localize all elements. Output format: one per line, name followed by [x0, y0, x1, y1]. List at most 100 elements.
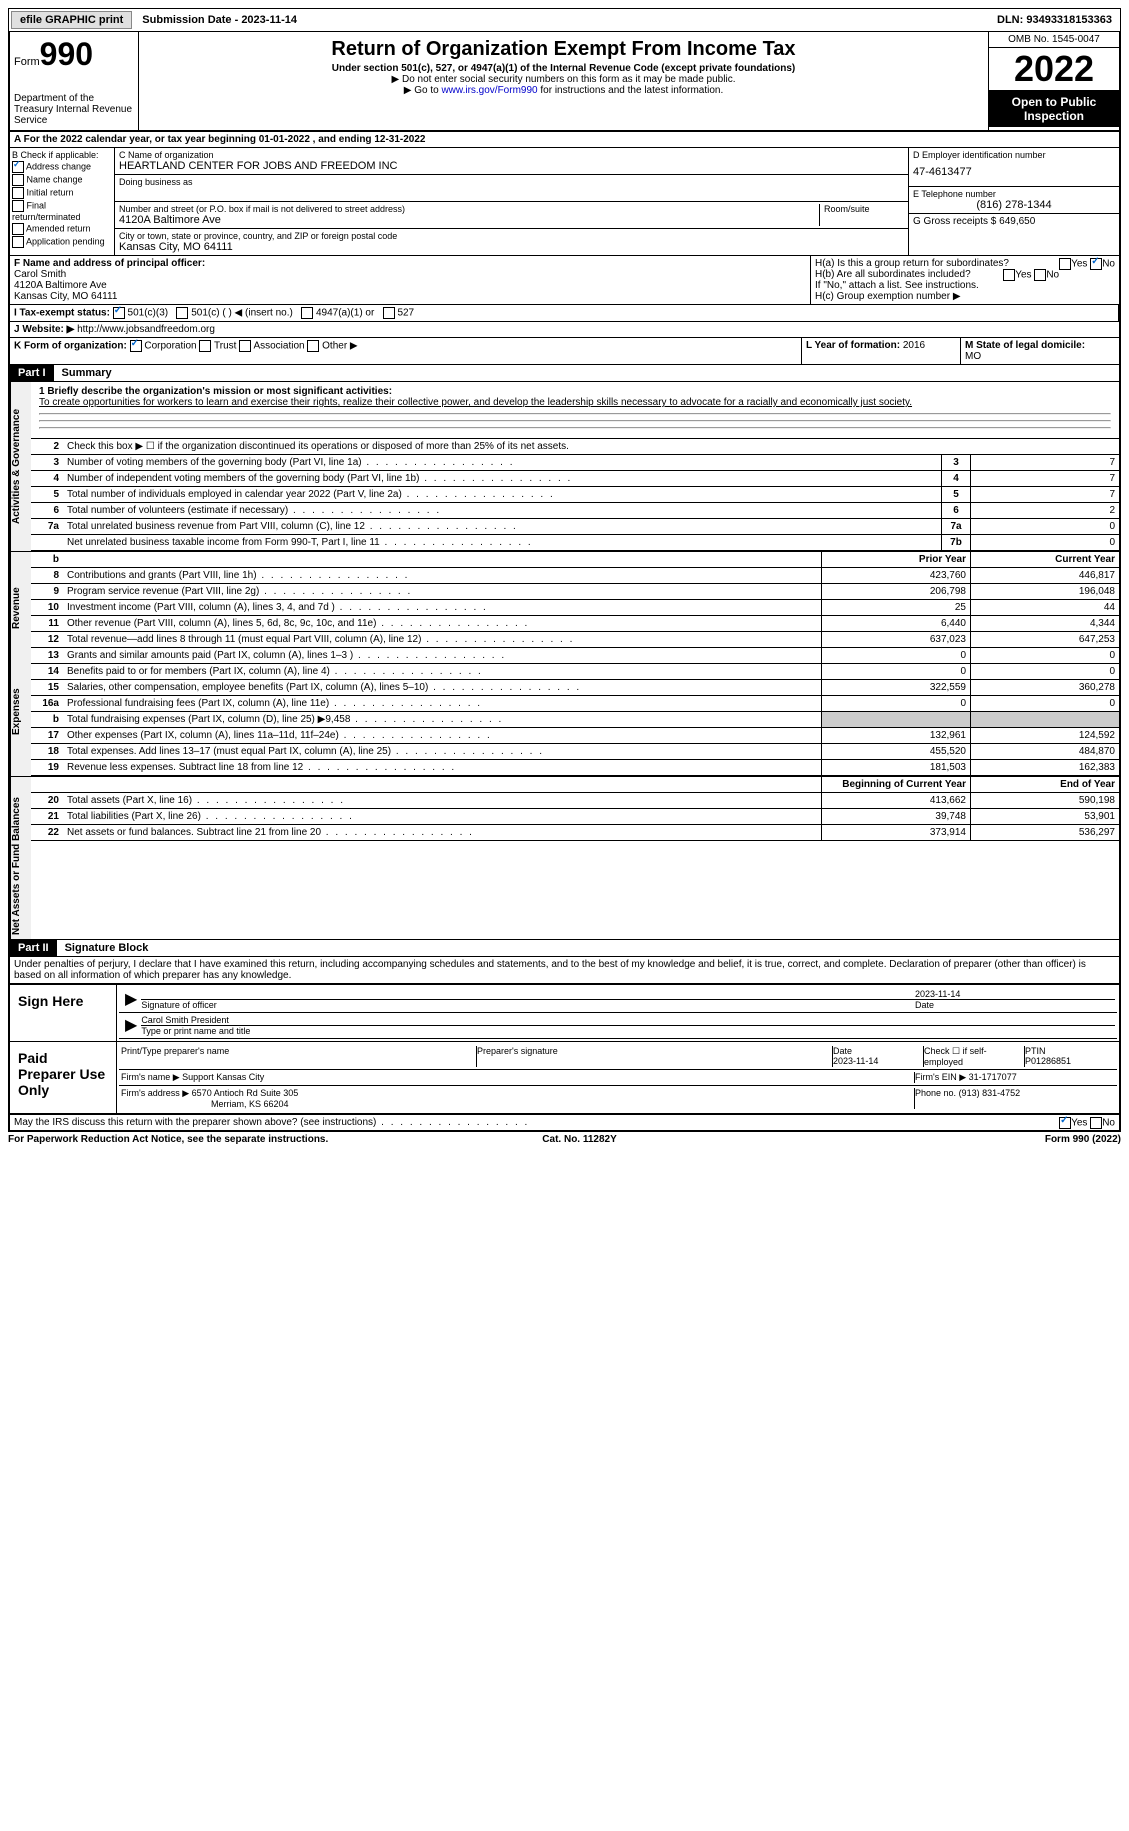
table-row: Net unrelated business taxable income fr… — [31, 535, 1119, 551]
header-grid: B Check if applicable: Address change Na… — [8, 148, 1121, 256]
row-a-period: A For the 2022 calendar year, or tax yea… — [8, 132, 1121, 148]
paid-preparer-label: Paid Preparer Use Only — [10, 1042, 117, 1113]
ptin: P01286851 — [1025, 1056, 1071, 1066]
initial-return-checkbox[interactable] — [12, 187, 24, 199]
table-row: 19Revenue less expenses. Subtract line 1… — [31, 760, 1119, 776]
mission-text: To create opportunities for workers to l… — [39, 397, 1111, 408]
name-change-checkbox[interactable] — [12, 174, 24, 186]
address-change-checkbox[interactable] — [12, 161, 24, 173]
table-row: 12Total revenue—add lines 8 through 11 (… — [31, 632, 1119, 648]
table-row: 22Net assets or fund balances. Subtract … — [31, 825, 1119, 841]
hc-label: H(c) Group exemption number ▶ — [815, 291, 1115, 302]
self-employed: Check ☐ if self-employed — [924, 1046, 1025, 1067]
ssn-note: ▶ Do not enter social security numbers o… — [143, 74, 984, 85]
state-domicile: M State of legal domicile:MO — [961, 338, 1119, 364]
501c-checkbox[interactable] — [176, 307, 188, 319]
street-address: 4120A Baltimore Ave — [119, 214, 819, 226]
part1-header: Part I — [10, 365, 54, 381]
prep-sig-label: Preparer's signature — [477, 1046, 833, 1067]
discuss-row: May the IRS discuss this return with the… — [10, 1114, 1119, 1130]
firm-city: Merriam, KS 66204 — [121, 1099, 289, 1109]
table-row: 16aProfessional fundraising fees (Part I… — [31, 696, 1119, 712]
app-pending-checkbox[interactable] — [12, 236, 24, 248]
arrow-icon: ▶ — [121, 989, 141, 1010]
current-year-header: Current Year — [970, 552, 1119, 567]
officer-addr: 4120A Baltimore Ave — [14, 280, 806, 291]
table-row: 15Salaries, other compensation, employee… — [31, 680, 1119, 696]
expenses-tab: Expenses — [10, 648, 31, 776]
corp-checkbox[interactable] — [130, 340, 142, 352]
table-row: 3Number of voting members of the governi… — [31, 455, 1119, 471]
ha-yes-checkbox[interactable] — [1059, 258, 1071, 270]
perjury-text: Under penalties of perjury, I declare th… — [8, 957, 1121, 984]
form-number: Form990 — [14, 36, 134, 73]
begin-year-header: Beginning of Current Year — [821, 777, 970, 792]
org-name: HEARTLAND CENTER FOR JOBS AND FREEDOM IN… — [119, 160, 904, 172]
form-org-row: K Form of organization: Corporation Trus… — [10, 338, 802, 364]
col-b-checkboxes: B Check if applicable: Address change Na… — [10, 148, 115, 255]
officer-name: Carol Smith — [14, 269, 806, 280]
table-row: 14Benefits paid to or for members (Part … — [31, 664, 1119, 680]
table-row: 6Total number of volunteers (estimate if… — [31, 503, 1119, 519]
table-row: 11Other revenue (Part VIII, column (A), … — [31, 616, 1119, 632]
hb-no-checkbox[interactable] — [1034, 269, 1046, 281]
hb-label: H(b) Are all subordinates included? Yes … — [815, 269, 1115, 280]
table-row: 5Total number of individuals employed in… — [31, 487, 1119, 503]
amended-return-checkbox[interactable] — [12, 223, 24, 235]
hb-yes-checkbox[interactable] — [1003, 269, 1015, 281]
phone-label: E Telephone number — [913, 189, 1115, 199]
527-checkbox[interactable] — [383, 307, 395, 319]
city-label: City or town, state or province, country… — [119, 231, 904, 241]
top-bar: efile GRAPHIC print Submission Date - 20… — [8, 8, 1121, 32]
ha-label: H(a) Is this a group return for subordin… — [815, 258, 1115, 269]
gross-receipts: 649,650 — [999, 216, 1035, 227]
table-row: 10Investment income (Part VIII, column (… — [31, 600, 1119, 616]
public-inspection: Open to Public Inspection — [989, 91, 1119, 127]
501c3-checkbox[interactable] — [113, 307, 125, 319]
activities-tab: Activities & Governance — [10, 382, 31, 551]
sign-here-label: Sign Here — [10, 985, 117, 1041]
assoc-checkbox[interactable] — [239, 340, 251, 352]
discuss-yes-checkbox[interactable] — [1059, 1117, 1071, 1129]
discuss-no-checkbox[interactable] — [1090, 1117, 1102, 1129]
part1-title: Summary — [54, 365, 120, 381]
part2-header: Part II — [10, 940, 57, 956]
4947-checkbox[interactable] — [301, 307, 313, 319]
table-row: 8Contributions and grants (Part VIII, li… — [31, 568, 1119, 584]
goto-note: ▶ Go to www.irs.gov/Form990 for instruct… — [143, 85, 984, 96]
dba-label: Doing business as — [119, 177, 904, 187]
sig-name: Carol Smith President — [141, 1015, 1115, 1025]
line2-desc: Check this box ▶ ☐ if the organization d… — [63, 439, 1119, 454]
sig-type-label: Type or print name and title — [141, 1025, 1115, 1036]
irs-link[interactable]: www.irs.gov/Form990 — [441, 85, 537, 96]
table-row: bTotal fundraising expenses (Part IX, co… — [31, 712, 1119, 728]
officer-city: Kansas City, MO 64111 — [14, 291, 806, 302]
cat-no: Cat. No. 11282Y — [542, 1134, 616, 1145]
dept-treasury: Department of the Treasury Internal Reve… — [14, 93, 134, 126]
dln: DLN: 93493318153363 — [989, 12, 1120, 28]
final-return-checkbox[interactable] — [12, 200, 24, 212]
prior-year-header: Prior Year — [821, 552, 970, 567]
mission-label: 1 Briefly describe the organization's mi… — [39, 386, 1111, 397]
ein: 47-4613477 — [913, 160, 1115, 184]
revenue-tab: Revenue — [10, 568, 31, 648]
omb-number: OMB No. 1545-0047 — [989, 32, 1119, 48]
table-row: 7aTotal unrelated business revenue from … — [31, 519, 1119, 535]
firm-addr: 6570 Antioch Rd Suite 305 — [192, 1088, 299, 1098]
hb-note: If "No," attach a list. See instructions… — [815, 280, 1115, 291]
city-state-zip: Kansas City, MO 64111 — [119, 241, 904, 253]
end-year-header: End of Year — [970, 777, 1119, 792]
other-checkbox[interactable] — [307, 340, 319, 352]
assets-tab: Net Assets or Fund Balances — [10, 793, 31, 939]
arrow-icon: ▶ — [121, 1015, 141, 1036]
paperwork-notice: For Paperwork Reduction Act Notice, see … — [8, 1134, 328, 1145]
table-row: 9Program service revenue (Part VIII, lin… — [31, 584, 1119, 600]
org-name-label: C Name of organization — [119, 150, 904, 160]
room-label: Room/suite — [824, 204, 904, 214]
trust-checkbox[interactable] — [199, 340, 211, 352]
efile-print-button[interactable]: efile GRAPHIC print — [11, 11, 132, 29]
firm-name: Support Kansas City — [182, 1072, 264, 1082]
table-row: 20Total assets (Part X, line 16)413,6625… — [31, 793, 1119, 809]
ha-no-checkbox[interactable] — [1090, 258, 1102, 270]
table-row: 18Total expenses. Add lines 13–17 (must … — [31, 744, 1119, 760]
